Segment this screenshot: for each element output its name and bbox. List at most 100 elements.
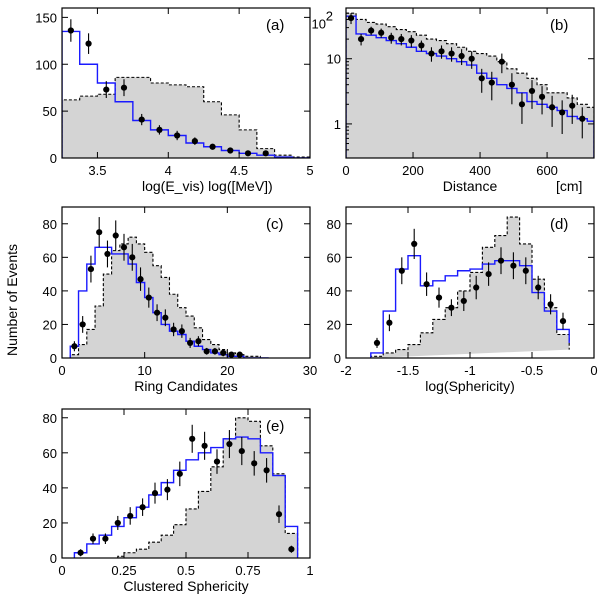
x-tick-label: 400 (469, 163, 491, 178)
point-marker (458, 52, 465, 60)
point-marker (398, 36, 405, 43)
x-axis-label: log(Sphericity) (425, 378, 514, 394)
point-marker (388, 34, 395, 41)
mc-histogram-a (62, 76, 310, 158)
data-point (549, 95, 556, 127)
point-marker (220, 349, 227, 357)
point-marker (569, 102, 576, 109)
data-point (120, 233, 128, 261)
data-point (460, 290, 467, 312)
y-tick-label: 0 (50, 551, 57, 566)
point-marker (201, 442, 208, 449)
y-tick-label: 0 (50, 151, 57, 166)
point-marker (559, 109, 566, 116)
y-tick-label: 60 (43, 250, 57, 265)
point-marker (138, 116, 145, 123)
data-point (137, 267, 144, 291)
y-tick-label: 0 (334, 351, 341, 366)
point-marker (368, 27, 375, 34)
point-marker (203, 348, 210, 355)
y-tick-label: 10 (327, 52, 341, 67)
data-point (227, 147, 234, 154)
data-point (112, 220, 119, 251)
panel-e: 0 0.25 0.5 0.75 1 0 20 40 60 80 (e) Clustered Spher… (43, 408, 314, 594)
x-tick-label: 30 (303, 363, 317, 378)
data-point (473, 275, 480, 300)
x-tick-label: 0 (58, 563, 65, 578)
point-marker (85, 40, 92, 47)
data-point (120, 79, 128, 97)
data-point (209, 143, 216, 150)
data-point (236, 351, 243, 358)
point-marker (538, 93, 546, 100)
data-point (579, 107, 586, 139)
data-point (102, 533, 109, 544)
point-marker (535, 284, 542, 291)
point-marker (209, 143, 216, 150)
data-point (138, 113, 145, 126)
data-point (85, 33, 92, 54)
x-tick-label: 0.75 (235, 563, 260, 578)
point-marker (114, 519, 121, 527)
point-marker (139, 504, 146, 511)
data-point (153, 304, 161, 322)
point-marker (357, 36, 365, 43)
point-marker (129, 254, 136, 261)
point-marker (251, 460, 258, 467)
point-marker (275, 511, 283, 518)
x-tick-label: 0 (590, 363, 597, 378)
point-marker (386, 319, 393, 326)
point-marker (77, 549, 84, 556)
point-marker (102, 535, 109, 542)
data-point (423, 272, 430, 296)
mc-histogram-e (117, 417, 299, 558)
panel-d: -2 -1.5 -1 -0.5 0 0 20 40 60 80 (d) log(Sphericity) (327, 206, 598, 394)
data-point (263, 458, 270, 483)
point-marker (137, 276, 144, 283)
point-marker (145, 294, 152, 301)
point-marker (579, 115, 586, 122)
x-tick-label: -0.5 (521, 363, 543, 378)
x-tick-label: 4 (165, 163, 172, 178)
point-marker (87, 265, 95, 273)
y-tick-label: 20 (43, 317, 57, 332)
point-marker (547, 301, 554, 308)
point-marker (156, 126, 163, 133)
data-point (201, 431, 208, 460)
data-point (170, 322, 177, 337)
x-axis-unit: [cm] (556, 178, 582, 194)
x-tick-label: -1.5 (397, 363, 419, 378)
point-marker (228, 351, 235, 358)
point-marker (423, 281, 430, 288)
data-point (176, 461, 183, 487)
point-marker (103, 86, 110, 93)
data-point (213, 449, 221, 474)
data-point (191, 137, 198, 145)
data-point (178, 324, 185, 338)
y-tick-label: 80 (43, 217, 57, 232)
y-tick-label-exponent: 2 (326, 8, 333, 23)
panel-label: (e) (266, 418, 284, 435)
point-marker (71, 343, 78, 350)
y-tick-label: 60 (43, 446, 57, 461)
x-tick-label: -2 (340, 363, 352, 378)
point-marker (373, 339, 381, 346)
point-marker (227, 147, 234, 154)
y-tick-label: 60 (327, 250, 341, 265)
data-point (398, 257, 405, 285)
data-point (569, 94, 576, 124)
point-marker (213, 458, 221, 465)
point-marker (288, 546, 295, 553)
point-marker (226, 440, 233, 448)
x-axis-label: Clustered Sphericity (123, 578, 248, 594)
y-tick-label: 20 (43, 516, 57, 531)
y-tick-label: 150 (35, 10, 57, 25)
data-point (522, 257, 529, 285)
data-point (386, 314, 393, 332)
y-tick-label: 1 (334, 117, 341, 132)
data-point (114, 515, 121, 530)
point-marker (89, 535, 97, 542)
point-marker (164, 486, 171, 493)
data-point (547, 294, 554, 315)
